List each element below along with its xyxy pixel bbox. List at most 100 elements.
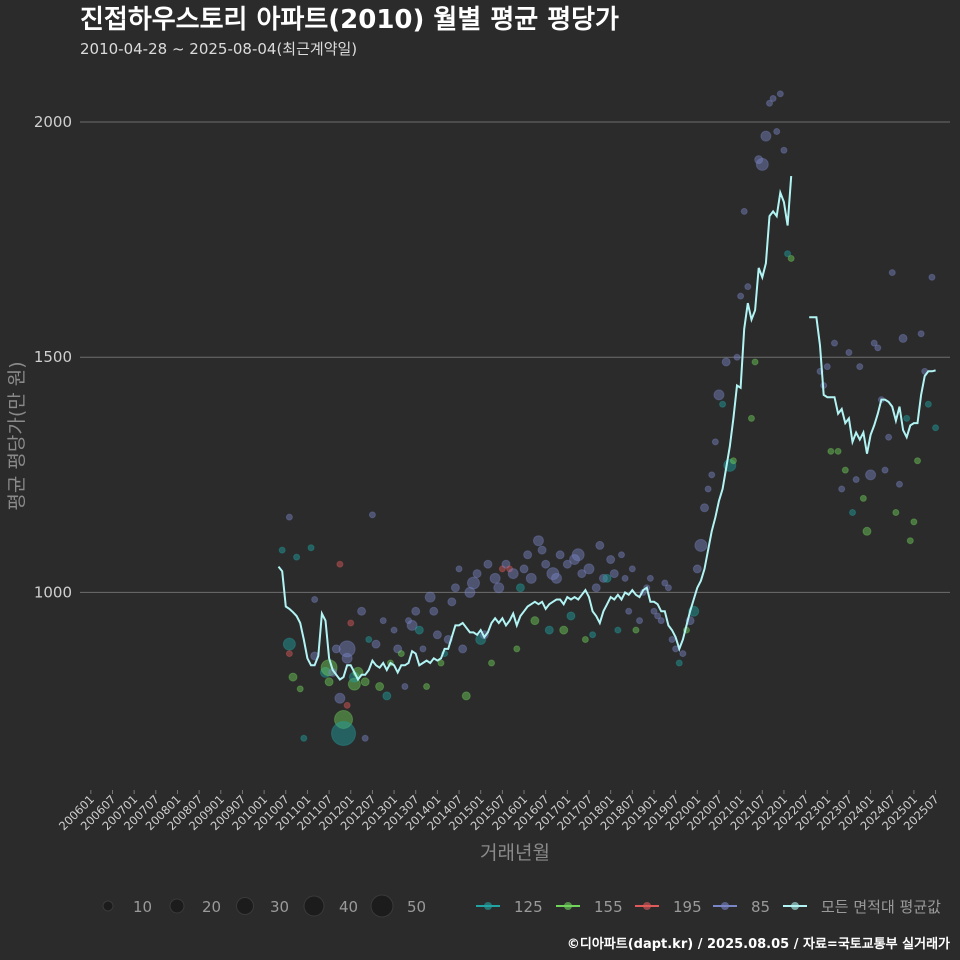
scatter-point	[541, 559, 551, 569]
y-tick-label: 1500	[34, 348, 72, 366]
size-legend-label: 20	[202, 898, 221, 916]
scatter-point	[754, 155, 764, 165]
scatter-points	[278, 90, 940, 747]
scatter-point	[419, 645, 427, 653]
scatter-point	[311, 595, 319, 603]
scatter-point	[885, 433, 893, 441]
scatter-point	[668, 635, 676, 643]
scatter-point	[625, 607, 633, 615]
scatter-point	[766, 99, 774, 107]
scatter-point	[334, 709, 354, 729]
scatter-point	[411, 606, 421, 616]
scatter-point	[903, 414, 911, 422]
scatter-point	[397, 650, 405, 658]
scatter-point	[278, 546, 286, 554]
scatter-point	[744, 283, 752, 291]
scatter-point	[589, 631, 597, 639]
scatter-point	[513, 645, 521, 653]
scatter-point	[406, 619, 418, 631]
scatter-point	[881, 466, 889, 474]
scatter-point	[694, 538, 708, 552]
scatter-point	[343, 701, 351, 709]
scatter-point	[483, 559, 493, 569]
average-line	[277, 176, 936, 682]
scatter-point	[461, 691, 471, 701]
size-legend-marker	[370, 894, 394, 918]
scatter-point	[506, 565, 514, 573]
scatter-point	[657, 617, 665, 625]
scatter-point	[675, 659, 683, 667]
scatter-point	[787, 254, 795, 262]
scatter-point	[721, 357, 731, 367]
scatter-point	[823, 363, 831, 371]
scatter-point	[537, 545, 547, 555]
scatter-point	[401, 683, 409, 691]
scatter-point	[577, 569, 587, 579]
scatter-point	[368, 511, 376, 519]
scatter-point	[341, 652, 353, 664]
scatter-point	[288, 672, 298, 682]
scatter-point	[700, 503, 710, 513]
chart-subtitle: 2010-04-28 ~ 2025-08-04(최근계약일)	[80, 40, 357, 58]
scatter-point	[455, 565, 463, 573]
scatter-point	[892, 508, 900, 516]
y-axis-label: 평균 평당가(만 원)	[6, 361, 28, 510]
scatter-point	[591, 583, 601, 593]
scatter-point	[708, 471, 716, 479]
color-legend-marker	[791, 902, 799, 910]
scatter-point	[740, 207, 748, 215]
scatter-point	[609, 569, 619, 579]
scatter-point	[906, 537, 914, 545]
scatter-point	[737, 292, 745, 300]
scatter-point	[646, 574, 654, 582]
scatter-point	[874, 344, 882, 352]
scatter-point	[852, 476, 860, 484]
scatter-point	[360, 677, 370, 687]
scatter-point	[424, 591, 436, 603]
scatter-point	[338, 640, 356, 658]
scatter-point	[856, 363, 864, 371]
scatter-point	[447, 597, 457, 607]
scatter-point	[285, 650, 293, 658]
size-legend-marker	[236, 897, 254, 915]
scatter-point	[379, 617, 387, 625]
scatter-point	[347, 619, 355, 627]
scatter-point	[780, 146, 788, 154]
scatter-point	[827, 447, 835, 455]
color-legend-label: 125	[514, 898, 543, 916]
scatter-point	[489, 572, 501, 584]
scatter-point	[282, 637, 296, 651]
scatter-point	[429, 606, 439, 616]
scatter-point	[296, 685, 304, 693]
scatter-point	[523, 550, 533, 560]
scatter-point	[559, 625, 569, 635]
scatter-point	[719, 400, 727, 408]
gridlines	[80, 121, 950, 593]
scatter-point	[910, 518, 918, 526]
scatter-point	[566, 611, 576, 621]
scatter-point	[347, 677, 361, 691]
scatter-point	[914, 457, 922, 465]
scatter-point	[331, 644, 341, 654]
scatter-point	[525, 572, 537, 584]
scatter-point	[393, 644, 403, 654]
scatter-point	[602, 573, 612, 583]
scatter-point	[729, 457, 737, 465]
scatter-point	[650, 607, 658, 615]
scatter-point	[361, 734, 369, 742]
scatter-point	[493, 582, 505, 594]
scatter-point	[324, 677, 334, 687]
scatter-point	[544, 625, 554, 635]
scatter-point	[519, 564, 529, 574]
color-legend-label: 155	[594, 898, 623, 916]
scatter-point	[464, 586, 476, 598]
size-legend-marker	[169, 898, 185, 914]
scatter-point	[713, 389, 725, 401]
scatter-point	[661, 579, 669, 587]
scatter-point	[862, 526, 872, 536]
scatter-point	[917, 330, 925, 338]
scatter-point	[834, 447, 842, 455]
scatter-point	[450, 583, 460, 593]
scatter-point	[870, 339, 878, 347]
scatter-point	[375, 682, 385, 692]
